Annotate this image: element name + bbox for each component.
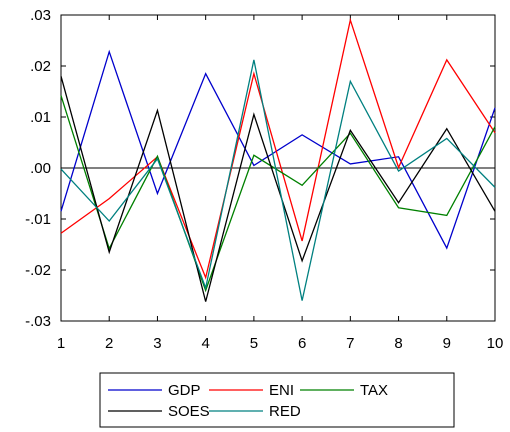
legend-label: ENI (269, 382, 294, 399)
legend-label: TAX (360, 382, 388, 399)
x-tick-label: 5 (250, 335, 258, 352)
y-tick-label: .00 (30, 160, 51, 177)
series-line-tax (60, 95, 496, 293)
series-line-gdp (60, 49, 496, 250)
series-lines (60, 17, 496, 302)
y-axis: -.03 -.02 -.01 .00 .01 .02 .03 (25, 7, 495, 330)
x-tick-label: 1 (57, 335, 65, 352)
legend-item-soes: SOES (108, 403, 210, 420)
legend: GDP ENI TAX SOES RED (99, 372, 455, 428)
series-line-red (60, 59, 496, 301)
x-tick-label: 10 (487, 335, 504, 352)
legend-box (99, 372, 455, 428)
x-axis: 1 2 3 4 5 6 7 8 9 10 (57, 15, 504, 352)
x-tick-label: 8 (394, 335, 402, 352)
legend-item-gdp: GDP (108, 382, 201, 399)
x-tick-label: 7 (346, 335, 354, 352)
legend-label: SOES (168, 403, 210, 420)
y-tick-label: .02 (30, 58, 51, 75)
y-tick-label: -.02 (25, 262, 51, 279)
series-line-eni (60, 17, 496, 280)
series-line-soes (60, 76, 496, 302)
legend-item-tax: TAX (300, 382, 388, 399)
legend-label: RED (269, 403, 301, 420)
legend-item-eni: ENI (209, 382, 294, 399)
y-tick-label: .03 (30, 7, 51, 24)
y-tick-label: -.01 (25, 211, 51, 228)
y-tick-label: -.03 (25, 313, 51, 330)
x-tick-label: 2 (105, 335, 113, 352)
x-tick-label: 4 (201, 335, 209, 352)
x-tick-label: 9 (443, 335, 451, 352)
x-tick-label: 3 (153, 335, 161, 352)
y-tick-label: .01 (30, 109, 51, 126)
legend-item-red: RED (209, 403, 301, 420)
legend-label: GDP (168, 382, 201, 399)
x-tick-label: 6 (298, 335, 306, 352)
